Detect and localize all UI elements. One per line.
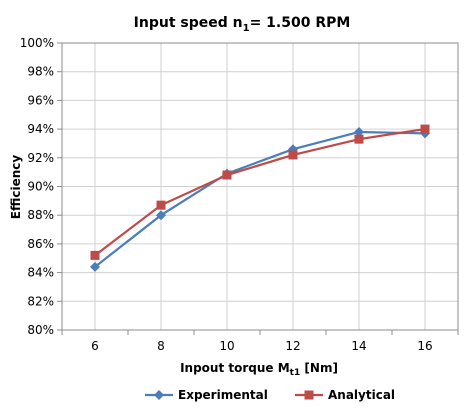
y-tick-label: 96%	[27, 93, 54, 107]
x-tick-label: 12	[285, 339, 300, 353]
x-tick-label: 10	[219, 339, 234, 353]
legend-label-analytical: Analytical	[328, 388, 395, 402]
x-axis-title-rest: [Nm]	[300, 361, 338, 375]
x-axis-title: Inpout torque Mt1 [Nm]	[180, 361, 338, 378]
y-tick-label: 90%	[27, 180, 54, 194]
series-analytical	[90, 124, 430, 260]
y-tick-label: 94%	[27, 122, 54, 136]
y-tick-label: 86%	[27, 237, 54, 251]
series-line-analytical	[94, 128, 426, 257]
data-point-experimental	[354, 126, 364, 137]
legend-marker-analytical	[304, 390, 314, 400]
data-point-analytical	[354, 134, 364, 144]
x-tick-label: 16	[417, 339, 432, 353]
y-tick-label: 80%	[27, 323, 54, 337]
grid-layer	[62, 43, 458, 330]
data-point-experimental	[156, 210, 166, 221]
legend-marker-experimental	[154, 390, 164, 400]
chart-title-main: Input speed n	[134, 15, 243, 31]
x-tick-label: 8	[157, 339, 165, 353]
x-tick-label: 14	[351, 339, 366, 353]
y-tick-label: 82%	[27, 294, 54, 308]
y-tick-label: 84%	[27, 266, 54, 280]
series-line-experimental	[94, 130, 426, 268]
legend-label-experimental: Experimental	[178, 388, 268, 402]
y-axis-title: Efficiency	[9, 155, 23, 220]
legend-item-analytical: Analytical	[295, 388, 395, 402]
x-axis-title-subscript: t1	[290, 368, 301, 378]
data-point-experimental	[90, 261, 100, 272]
data-point-analytical	[288, 150, 298, 160]
chart-title-subscript: 1	[243, 23, 250, 34]
x-axis-ticks: 6 8 10 12 14 16	[61, 330, 459, 353]
legend-item-experimental: Experimental	[145, 388, 268, 402]
series-experimental	[90, 126, 430, 272]
y-tick-label: 88%	[27, 208, 54, 222]
chart-title-rest: = 1.500 RPM	[250, 15, 351, 31]
y-tick-label: 98%	[27, 65, 54, 79]
data-point-analytical	[90, 250, 100, 260]
x-axis-title-main: Inpout torque M	[180, 361, 290, 375]
data-point-analytical	[420, 124, 430, 134]
legend: Experimental Analytical	[145, 388, 395, 402]
series-layer	[90, 124, 430, 272]
y-tick-label: 92%	[27, 151, 54, 165]
data-point-analytical	[156, 200, 166, 210]
y-axis-ticks: 80% 82% 84% 86% 88% 90% 92% 94% 96% 98% 100%	[20, 36, 62, 337]
x-tick-label: 6	[91, 339, 99, 353]
data-point-analytical	[222, 170, 232, 180]
y-tick-label: 100%	[20, 36, 54, 50]
chart-title: Input speed n1= 1.500 RPM	[134, 15, 351, 34]
